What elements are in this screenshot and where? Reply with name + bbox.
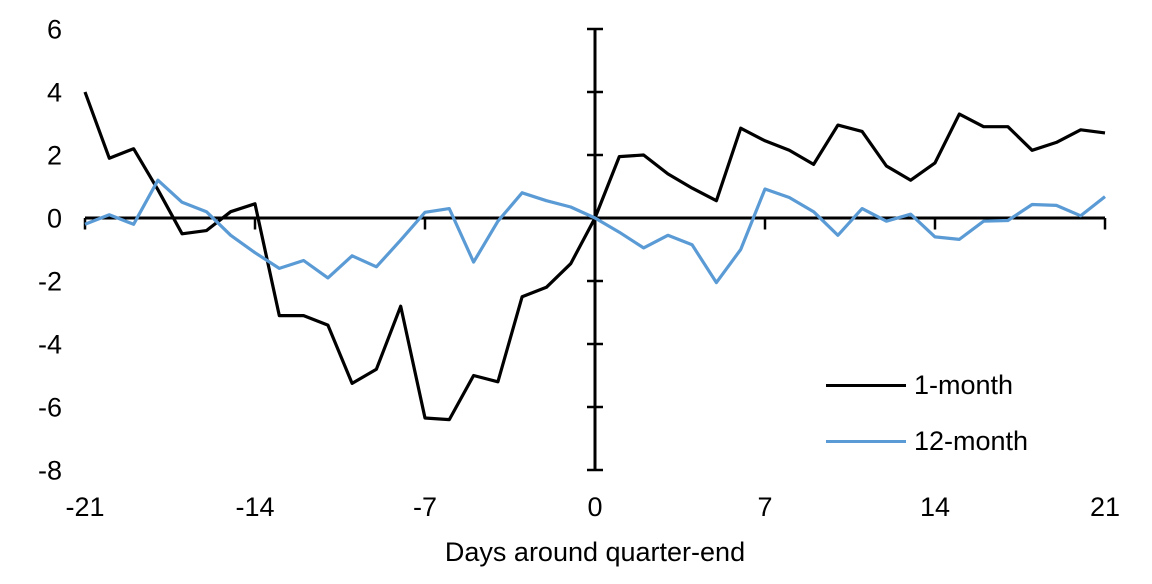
y-tick-label: -2: [38, 267, 62, 297]
series-12-month-line: [84, 178, 1106, 285]
y-tick-label: 2: [47, 141, 62, 171]
x-tick-label: 14: [920, 492, 950, 522]
y-tick-label: -8: [38, 456, 62, 486]
x-tick-label: 7: [757, 492, 772, 522]
legend-swatch-1-month: [826, 383, 906, 388]
y-tick-label: 6: [47, 15, 62, 45]
legend-item-1-month: 1-month: [826, 372, 1028, 399]
legend-swatch-12-month: [826, 439, 906, 444]
y-tick-label: 4: [47, 78, 62, 108]
x-tick-label: 21: [1090, 492, 1120, 522]
x-tick-label: 0: [587, 492, 602, 522]
x-axis-title: Days around quarter-end: [444, 537, 746, 567]
y-tick-label: 0: [47, 204, 62, 234]
y-tick-label: -6: [38, 393, 62, 423]
y-tick-label: -4: [38, 330, 62, 360]
legend-label-1-month: 1-month: [914, 370, 1014, 400]
x-tick-label: -7: [413, 492, 437, 522]
x-tick-label: -14: [235, 492, 274, 522]
legend-label-12-month: 12-month: [914, 426, 1029, 456]
x-tick-label: -21: [65, 492, 104, 522]
legend: 1-month 12-month: [826, 372, 1028, 484]
legend-item-12-month: 12-month: [826, 428, 1028, 455]
